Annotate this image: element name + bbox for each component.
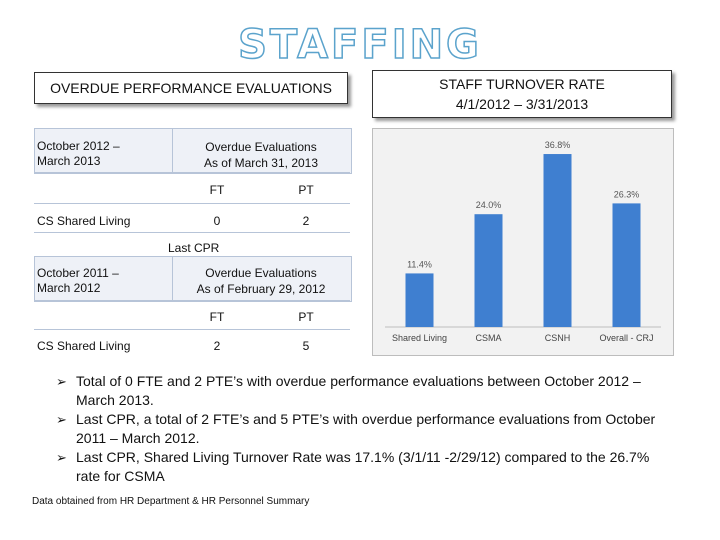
overdue-evaluations-header: OVERDUE PERFORMANCE EVALUATIONS [34,72,348,104]
data-label: 24.0% [476,200,502,210]
prior-row-label: CS Shared Living [37,339,131,353]
page-title: STAFFING [237,21,482,69]
prior-ft-value: 2 [213,339,221,353]
bullet-text: Last CPR, a total of 2 FTE’s and 5 PTE’s… [76,411,656,446]
current-heading-line1: Overdue Evaluations [205,140,317,154]
bullet-item: ➢ Last CPR, a total of 2 FTE’s and 5 PTE… [56,410,676,448]
bullet-item: ➢ Total of 0 FTE and 2 PTE’s with overdu… [56,372,676,410]
arrow-bullet-icon: ➢ [56,412,67,427]
prior-heading: Overdue Evaluations As of February 29, 2… [172,265,350,297]
prior-ft-header: FT [209,310,225,324]
current-ft-header: FT [209,183,225,197]
current-heading-cell [172,128,352,174]
data-label: 36.8% [545,140,571,150]
last-cpr-label: Last CPR [168,241,220,255]
bar-shared-living [405,273,434,327]
data-label: 26.3% [614,189,640,199]
turnover-header: STAFF TURNOVER RATE 4/1/2012 – 3/31/2013 [372,70,672,118]
prior-period-cell [34,256,174,302]
current-row-label: CS Shared Living [37,214,131,228]
divider [34,203,350,204]
footnote: Data obtained from HR Department & HR Pe… [32,496,310,507]
current-heading: Overdue Evaluations As of March 31, 2013 [172,139,350,171]
bullet-text: Total of 0 FTE and 2 PTE’s with overdue … [76,373,641,408]
overdue-header-label: OVERDUE PERFORMANCE EVALUATIONS [50,80,332,96]
turnover-header-line2: 4/1/2012 – 3/31/2013 [455,96,589,112]
prior-period-line1: October 2011 – [37,266,119,280]
turnover-header-line1: STAFF TURNOVER RATE [439,76,605,92]
divider [34,232,350,233]
divider [34,172,350,173]
x-tick-label: Overall - CRJ [599,333,653,343]
divider [34,300,350,301]
x-tick-label: CSMA [475,333,501,343]
current-period-line2: March 2013 [37,154,101,168]
current-heading-line2: As of March 31, 2013 [203,156,319,170]
turnover-chart-svg: 11.4% Shared Living 24.0% CSMA 36.8% CSNH 26.3… [385,140,661,343]
turnover-chart: 11.4% Shared Living 24.0% CSMA 36.8% CSNH 26.3… [372,128,674,356]
prior-period-line2: March 2012 [37,281,101,295]
current-period: October 2012 – March 2013 [37,139,120,169]
bullet-item: ➢ Last CPR, Shared Living Turnover Rate … [56,448,676,486]
current-period-line1: October 2012 – [37,139,120,153]
current-pt-value: 2 [302,214,310,228]
prior-heading-line2: As of February 29, 2012 [196,282,326,296]
bar-csnh [543,154,572,327]
x-tick-label: CSNH [545,333,571,343]
bullet-text: Last CPR, Shared Living Turnover Rate wa… [76,449,650,484]
prior-heading-line1: Overdue Evaluations [205,266,317,280]
divider [34,329,350,330]
bar-csma [474,214,503,327]
bar-overall-crj [612,203,641,327]
prior-period: October 2011 – March 2012 [37,266,119,296]
arrow-bullet-icon: ➢ [56,450,67,465]
prior-pt-header: PT [298,310,314,324]
summary-bullets: ➢ Total of 0 FTE and 2 PTE’s with overdu… [56,372,676,486]
arrow-bullet-icon: ➢ [56,374,67,389]
data-label: 11.4% [407,259,432,269]
prior-pt-value: 5 [302,339,310,353]
current-period-cell [34,128,174,174]
x-tick-label: Shared Living [392,333,447,343]
prior-heading-cell [172,256,352,302]
current-pt-header: PT [298,183,314,197]
current-ft-value: 0 [213,214,221,228]
